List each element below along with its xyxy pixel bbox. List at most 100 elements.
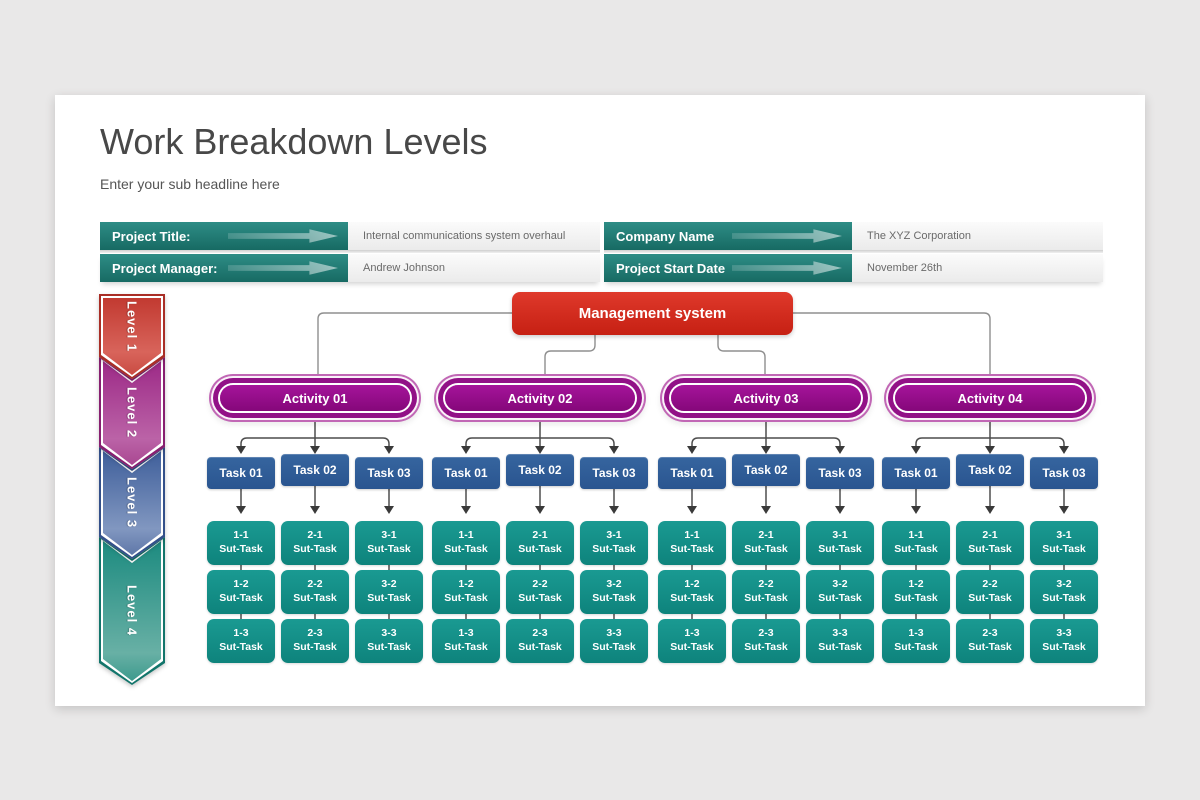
subtask-text: Sut-Task [518, 543, 562, 555]
subtask-node: 2-1 Sut-Task [732, 521, 800, 565]
subtask-id: 3-1 [832, 529, 848, 542]
subtask-id: 2-3 [532, 627, 548, 640]
root-node: Management system [512, 292, 793, 335]
info-label-text: Project Title: [112, 228, 191, 244]
subtask-id: 3-3 [381, 627, 397, 640]
subtask-id: 2-3 [758, 627, 774, 640]
subtask-text: Sut-Task [744, 641, 788, 653]
info-label: Company Name [604, 222, 852, 250]
subtask-node: 3-1 Sut-Task [806, 521, 874, 565]
task-node: Task 01 [882, 457, 950, 489]
arrow-icon [228, 229, 338, 243]
subtask-id: 1-1 [233, 529, 249, 542]
info-row-start-date: Project Start Date November 26th [604, 254, 1103, 282]
subtask-node: 3-2 Sut-Task [580, 570, 648, 614]
subtask-text: Sut-Task [444, 641, 488, 653]
level-chevron-4: Level 4 [99, 537, 165, 685]
subtask-text: Sut-Task [293, 641, 337, 653]
subtask-id: 3-2 [1056, 578, 1072, 591]
subtask-id: 2-2 [758, 578, 774, 591]
subtask-text: Sut-Task [894, 543, 938, 555]
subtask-node: 1-3 Sut-Task [658, 619, 726, 663]
subtask-text: Sut-Task [968, 641, 1012, 653]
info-label-text: Project Manager: [112, 260, 218, 276]
info-value: Andrew Johnson [348, 254, 600, 282]
subtask-id: 2-3 [307, 627, 323, 640]
level-label: Level 3 [124, 477, 140, 529]
subtask-text: Sut-Task [818, 641, 862, 653]
subtask-text: Sut-Task [592, 641, 636, 653]
subtask-text: Sut-Task [1042, 592, 1086, 604]
subtask-text: Sut-Task [219, 592, 263, 604]
level-label: Level 2 [124, 387, 140, 439]
subtask-id: 1-3 [458, 627, 474, 640]
subtask-node: 2-1 Sut-Task [956, 521, 1024, 565]
subtask-node: 2-2 Sut-Task [956, 570, 1024, 614]
subtask-node: 1-1 Sut-Task [658, 521, 726, 565]
subtask-node: 2-2 Sut-Task [506, 570, 574, 614]
subtask-id: 1-2 [908, 578, 924, 591]
subtask-node: 1-2 Sut-Task [658, 570, 726, 614]
info-row-project-title: Project Title: Internal communications s… [100, 222, 600, 250]
info-row-project-manager: Project Manager: Andrew Johnson [100, 254, 600, 282]
subtask-id: 2-2 [982, 578, 998, 591]
subtask-node: 1-3 Sut-Task [432, 619, 500, 663]
subtask-text: Sut-Task [367, 543, 411, 555]
subtask-text: Sut-Task [968, 592, 1012, 604]
level-label: Level 1 [124, 300, 140, 353]
subtask-node: 3-3 Sut-Task [580, 619, 648, 663]
activity-label: Activity 02 [445, 385, 635, 411]
activity-node: Activity 04 [884, 374, 1096, 422]
subtask-node: 2-3 Sut-Task [956, 619, 1024, 663]
subtask-id: 2-1 [307, 529, 323, 542]
subtask-id: 3-1 [1056, 529, 1072, 542]
subtask-text: Sut-Task [670, 592, 714, 604]
subtask-id: 3-2 [606, 578, 622, 591]
subtask-text: Sut-Task [592, 592, 636, 604]
task-node: Task 01 [658, 457, 726, 489]
info-label: Project Title: [100, 222, 348, 250]
subtask-text: Sut-Task [1042, 543, 1086, 555]
subtask-text: Sut-Task [444, 543, 488, 555]
subtask-text: Sut-Task [894, 592, 938, 604]
subtask-text: Sut-Task [367, 641, 411, 653]
arrow-icon [732, 229, 842, 243]
subtask-id: 1-1 [684, 529, 700, 542]
subtask-node: 2-3 Sut-Task [506, 619, 574, 663]
arrow-icon [228, 261, 338, 275]
task-node: Task 01 [207, 457, 275, 489]
subtask-text: Sut-Task [744, 592, 788, 604]
level-label: Level 4 [124, 585, 140, 637]
subtask-node: 1-3 Sut-Task [207, 619, 275, 663]
subtask-id: 2-3 [982, 627, 998, 640]
subtask-node: 1-1 Sut-Task [207, 521, 275, 565]
task-node: Task 03 [355, 457, 423, 489]
info-label: Project Manager: [100, 254, 348, 282]
subtask-node: 1-1 Sut-Task [432, 521, 500, 565]
subtask-node: 3-1 Sut-Task [355, 521, 423, 565]
subtask-id: 3-3 [832, 627, 848, 640]
subtask-node: 3-3 Sut-Task [1030, 619, 1098, 663]
subtask-node: 1-2 Sut-Task [432, 570, 500, 614]
subtask-node: 2-2 Sut-Task [281, 570, 349, 614]
subtask-node: 3-1 Sut-Task [1030, 521, 1098, 565]
subtask-id: 3-2 [832, 578, 848, 591]
subtask-text: Sut-Task [444, 592, 488, 604]
activity-label: Activity 01 [220, 385, 410, 411]
subtask-id: 2-2 [307, 578, 323, 591]
page-title: Work Breakdown Levels [100, 121, 488, 162]
subtask-id: 2-1 [532, 529, 548, 542]
info-label: Project Start Date [604, 254, 852, 282]
subtask-text: Sut-Task [670, 641, 714, 653]
subtask-text: Sut-Task [219, 543, 263, 555]
task-node: Task 02 [506, 454, 574, 486]
subtask-node: 1-2 Sut-Task [882, 570, 950, 614]
subtask-id: 1-1 [908, 529, 924, 542]
subtask-id: 3-2 [381, 578, 397, 591]
task-node: Task 02 [956, 454, 1024, 486]
subtask-text: Sut-Task [670, 543, 714, 555]
subtask-text: Sut-Task [293, 543, 337, 555]
info-label-text: Company Name [616, 228, 715, 244]
task-node: Task 02 [281, 454, 349, 486]
